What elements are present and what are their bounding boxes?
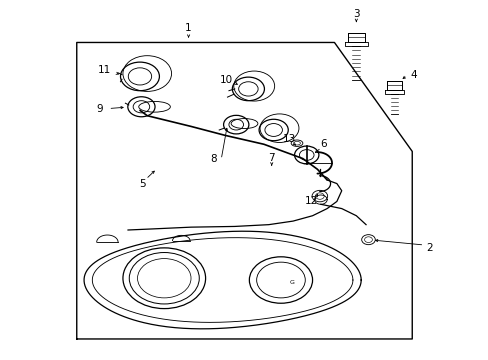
Text: 12: 12 <box>305 197 318 206</box>
Text: 4: 4 <box>409 69 416 80</box>
Text: 3: 3 <box>352 9 359 19</box>
Text: 13: 13 <box>283 134 296 144</box>
Text: G: G <box>288 280 293 285</box>
Text: 11: 11 <box>98 65 111 75</box>
Text: 10: 10 <box>219 75 232 85</box>
Text: 8: 8 <box>210 154 217 164</box>
Text: 9: 9 <box>96 104 102 113</box>
Text: 5: 5 <box>139 179 145 189</box>
Text: 6: 6 <box>320 139 326 149</box>
Text: 2: 2 <box>425 243 432 253</box>
Text: 7: 7 <box>268 153 274 163</box>
Text: 1: 1 <box>185 23 191 33</box>
